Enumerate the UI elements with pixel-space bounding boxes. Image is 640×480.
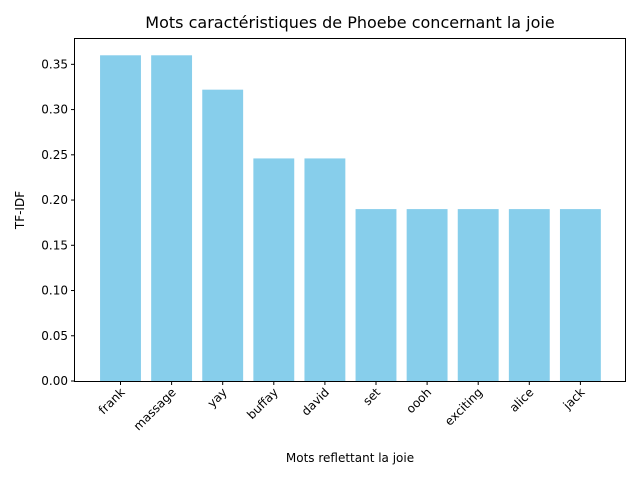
y-axis-label: TF-IDF: [13, 191, 27, 230]
x-tick-label: jack: [560, 385, 588, 413]
x-tick-label: buffay: [244, 385, 281, 422]
y-tick-label: 0.30: [41, 103, 68, 117]
x-tick-label: oooh: [403, 385, 434, 416]
bar-david: [304, 158, 346, 381]
bar-exciting: [457, 209, 499, 381]
x-tick-label: massage: [131, 385, 179, 433]
chart-title: Mots caractéristiques de Phoebe concerna…: [145, 13, 554, 32]
plot-frame: [74, 38, 626, 382]
bar-oooh: [406, 209, 448, 381]
x-tick-label: set: [360, 385, 383, 408]
x-tick-label: david: [299, 385, 332, 418]
x-axis-label: Mots reflettant la joie: [286, 451, 414, 465]
x-axis: frank massage yay buffay david set oooh excitin…: [96, 381, 588, 433]
bar-frank: [100, 55, 141, 381]
bars-group: [100, 55, 601, 382]
bar-massage: [151, 55, 193, 381]
bar-jack: [559, 209, 601, 381]
x-tick-label: frank: [96, 385, 128, 417]
bar-alice: [508, 209, 550, 381]
y-tick-label: 0.25: [41, 148, 68, 162]
bar-buffay: [253, 158, 295, 381]
y-tick-label: 0.35: [41, 57, 68, 71]
bar-set: [355, 209, 397, 381]
y-tick-label: 0.00: [41, 374, 68, 388]
bar-yay: [202, 89, 244, 382]
y-tick-label: 0.10: [41, 284, 68, 298]
y-tick-label: 0.05: [41, 329, 68, 343]
x-tick-label: alice: [507, 385, 537, 415]
y-axis: 0.00 0.05 0.10 0.15 0.20 0.25 0.30 0.35: [41, 57, 75, 388]
y-tick-label: 0.15: [41, 238, 68, 252]
x-tick-label: exciting: [442, 385, 485, 428]
y-tick-label: 0.20: [41, 193, 68, 207]
x-tick-label: yay: [205, 385, 230, 410]
